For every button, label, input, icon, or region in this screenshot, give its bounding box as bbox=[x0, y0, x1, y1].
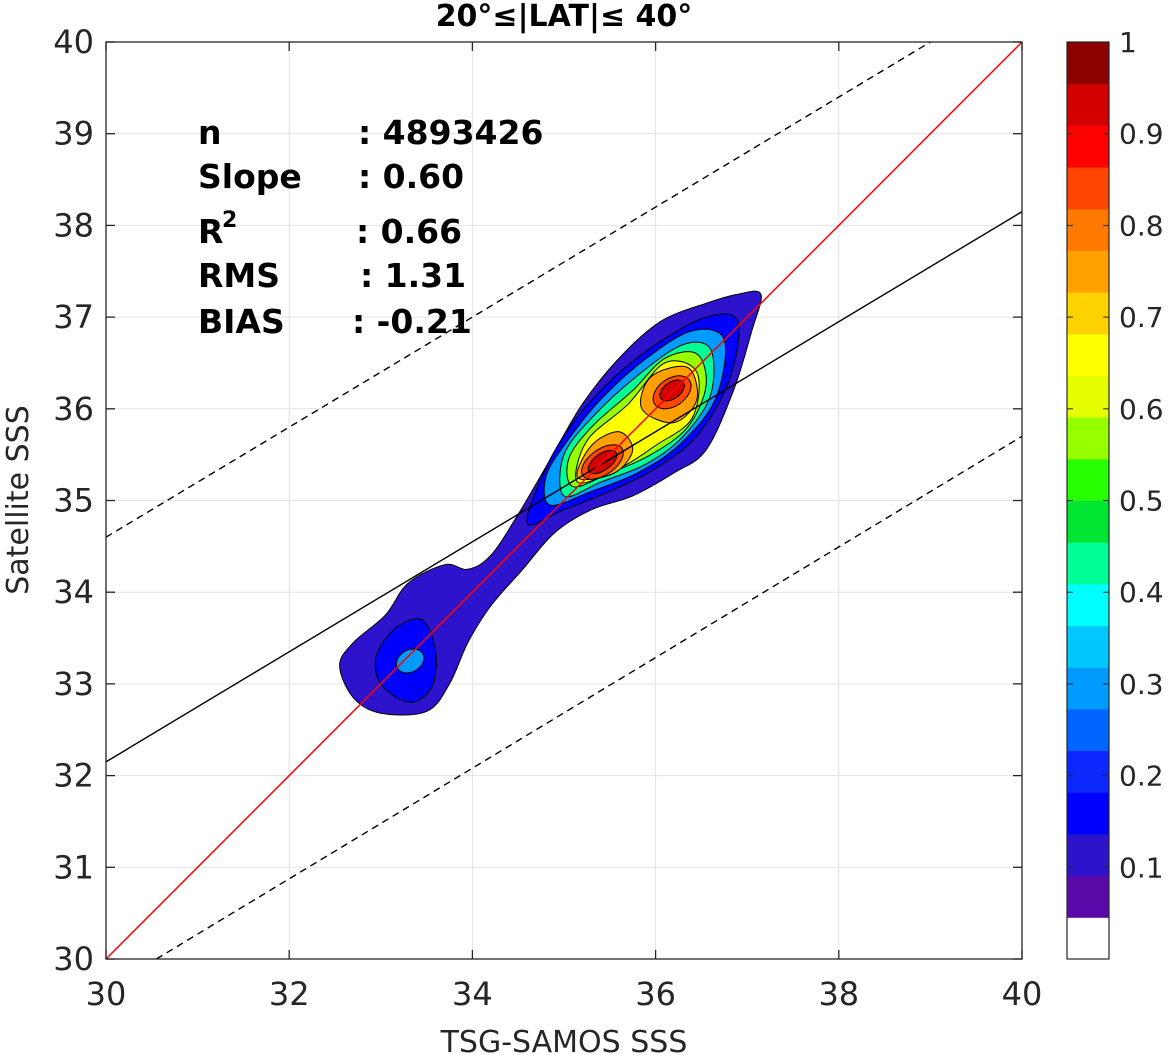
stat-slope-value: : 0.60 bbox=[358, 157, 464, 196]
x-tick-label: 38 bbox=[818, 975, 859, 1013]
y-tick-label: 34 bbox=[53, 573, 94, 611]
colorbar-segment bbox=[1067, 667, 1109, 710]
colorbar-segment bbox=[1067, 417, 1109, 460]
chart-title: 20°≤|LAT|≤ 40° bbox=[436, 0, 693, 34]
colorbar-segment bbox=[1067, 42, 1109, 85]
y-tick-label: 33 bbox=[53, 665, 94, 703]
x-tick-label: 36 bbox=[635, 975, 676, 1013]
stat-rms-value: : 1.31 bbox=[360, 256, 466, 295]
stat-r2-value: : 0.66 bbox=[356, 212, 462, 251]
y-tick-label: 40 bbox=[53, 23, 94, 61]
colorbar-segment bbox=[1067, 583, 1109, 627]
colorbar-segment bbox=[1067, 750, 1109, 793]
colorbar-segment bbox=[1067, 458, 1109, 501]
colorbar-segment bbox=[1067, 708, 1109, 752]
stat-r2-key: R bbox=[198, 212, 223, 251]
colorbar-tick-label: 1 bbox=[1119, 26, 1137, 59]
colorbar-tick-label: 0.6 bbox=[1119, 393, 1164, 426]
x-tick-label: 40 bbox=[1002, 975, 1043, 1013]
stat-slope-key: Slope bbox=[198, 157, 302, 196]
y-tick-label: 32 bbox=[53, 757, 94, 795]
stat-n-key: n bbox=[198, 113, 222, 152]
colorbar-segment bbox=[1067, 500, 1109, 543]
colorbar-tick-label: 0.1 bbox=[1119, 851, 1164, 884]
grid bbox=[105, 41, 1023, 960]
x-tick-label: 32 bbox=[269, 975, 310, 1013]
colorbar: 0.1 0.2 0.3 0.4 0.5 0.6 0.7 0.8 0.9 1 bbox=[1066, 26, 1164, 960]
y-axis-title: Satellite SSS bbox=[1, 405, 36, 595]
y-tick-label: 37 bbox=[53, 298, 94, 336]
y-tick-label: 35 bbox=[53, 482, 94, 520]
colorbar-segment bbox=[1067, 542, 1109, 585]
colorbar-segment bbox=[1067, 375, 1109, 418]
colorbar-segment bbox=[1067, 83, 1109, 126]
colorbar-segment bbox=[1067, 792, 1109, 835]
colorbar-tick-label: 0.2 bbox=[1119, 760, 1164, 793]
colorbar-segment bbox=[1067, 875, 1109, 918]
colorbar-segment bbox=[1067, 208, 1109, 251]
y-tick-label: 39 bbox=[53, 115, 94, 153]
x-tick-label: 30 bbox=[86, 975, 127, 1013]
axis-ticks: 30 32 34 36 38 40 30 31 32 33 34 35 36 37 38 39 40 bbox=[53, 23, 1042, 1013]
colorbar-tick-label: 0.5 bbox=[1119, 485, 1164, 518]
colorbar-tick-label: 0.9 bbox=[1119, 118, 1164, 151]
colorbar-segment bbox=[1067, 917, 1109, 960]
lower-bound-line bbox=[156, 435, 1022, 959]
x-axis-title: TSG-SAMOS SSS bbox=[440, 1025, 688, 1055]
colorbar-tick-label: 0.4 bbox=[1119, 576, 1164, 609]
colorbar-segment bbox=[1067, 167, 1109, 210]
stat-bias-key: BIAS bbox=[198, 302, 285, 341]
colorbar-tick-label: 0.8 bbox=[1119, 209, 1164, 242]
y-tick-label: 31 bbox=[53, 848, 94, 886]
y-tick-label: 38 bbox=[53, 206, 94, 244]
stat-n-value: : 4893426 bbox=[358, 113, 543, 152]
upper-bound-line bbox=[106, 42, 931, 538]
colorbar-segment bbox=[1067, 125, 1109, 168]
density-contours bbox=[339, 290, 762, 716]
y-tick-label: 30 bbox=[53, 940, 94, 978]
stat-r2-sup: 2 bbox=[222, 208, 237, 233]
colorbar-segment bbox=[1067, 833, 1109, 877]
regression-line bbox=[106, 211, 1022, 763]
stat-bias-value: : -0.21 bbox=[352, 302, 472, 341]
colorbar-segment bbox=[1067, 292, 1109, 335]
stat-rms-key: RMS bbox=[198, 256, 280, 295]
colorbar-tick-label: 0.7 bbox=[1119, 301, 1164, 334]
one-to-one-line bbox=[106, 42, 1022, 959]
colorbar-segment bbox=[1067, 333, 1109, 376]
x-tick-label: 34 bbox=[452, 975, 493, 1013]
y-tick-label: 36 bbox=[53, 390, 94, 428]
colorbar-tick-label: 0.3 bbox=[1119, 668, 1164, 701]
stats-annotation: n : 4893426 Slope : 0.60 R 2 : 0.66 RMS … bbox=[198, 113, 543, 341]
colorbar-segment bbox=[1067, 250, 1109, 293]
reference-lines bbox=[106, 42, 1022, 959]
colorbar-segment bbox=[1067, 625, 1109, 668]
